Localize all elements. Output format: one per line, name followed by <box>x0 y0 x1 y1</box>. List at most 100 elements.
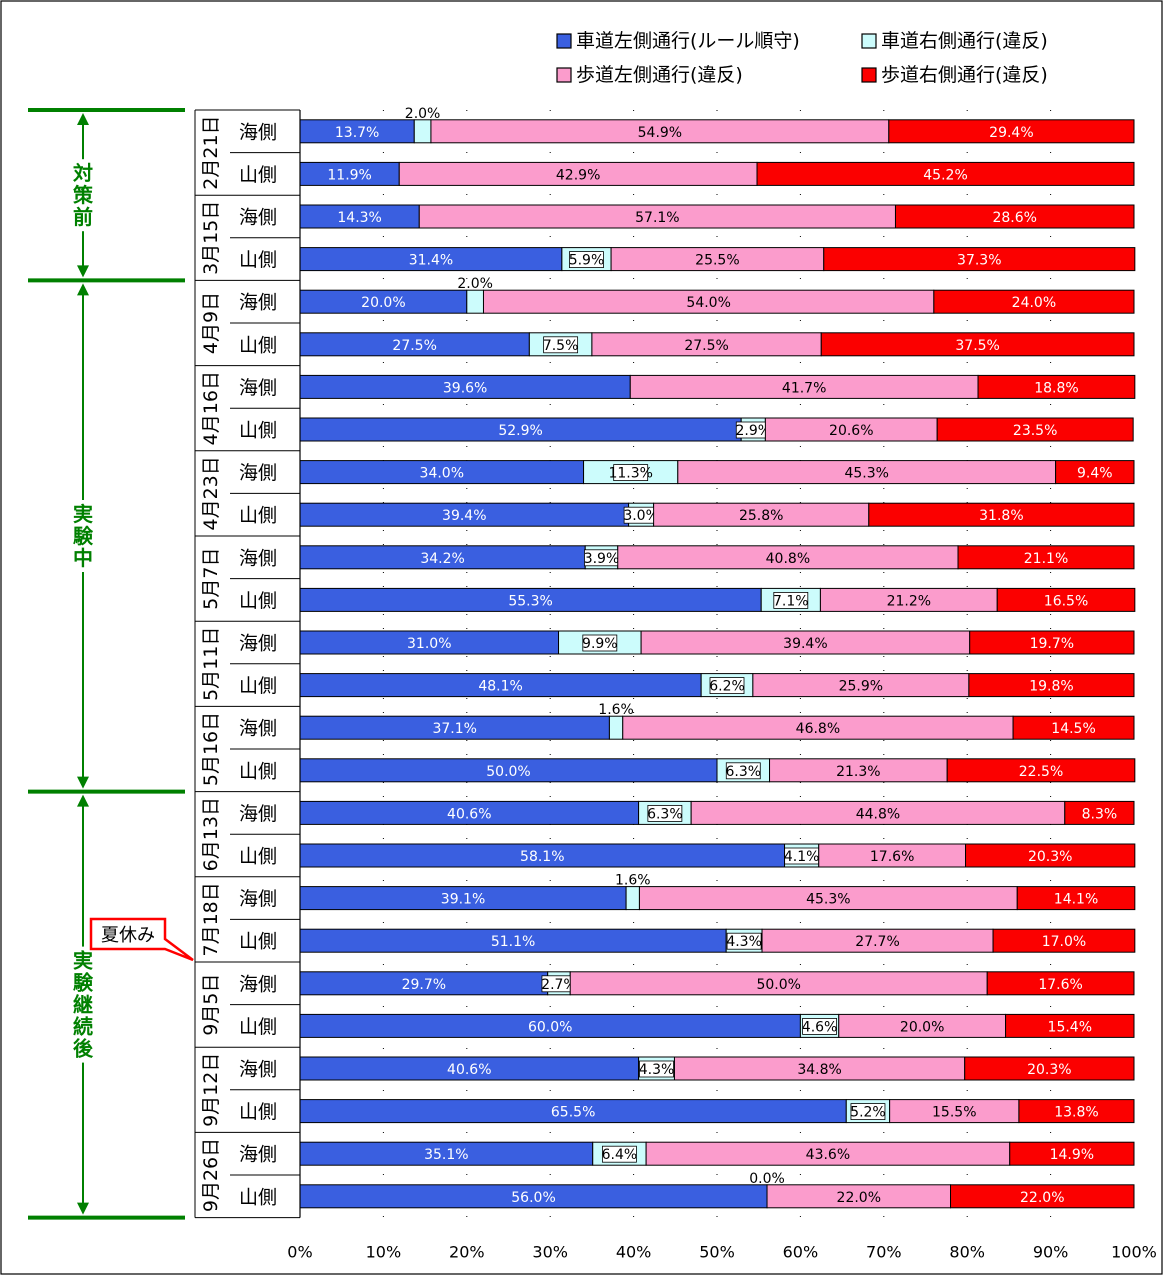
bar-segment <box>936 417 1134 442</box>
data-label: 2.0% <box>405 106 441 122</box>
x-tick-label: 80% <box>949 1243 985 1262</box>
data-label: 14.3% <box>337 210 381 226</box>
data-label: 41.7% <box>782 380 826 396</box>
side-label: 海側 <box>239 718 277 740</box>
data-label: 24.0% <box>1012 295 1056 311</box>
bar-segment <box>964 1056 1135 1081</box>
data-label: 37.3% <box>957 253 1001 269</box>
data-label: 39.4% <box>783 636 827 652</box>
legend: 車道左側通行(ルール順守) 車道右側通行(違反) 歩道左側通行(違反) 歩道右側通行(… <box>556 30 1048 86</box>
date-label: 7月18日 <box>200 882 222 956</box>
data-label: 14.5% <box>1051 721 1095 737</box>
x-tick-label: 10% <box>366 1243 402 1262</box>
date-label: 9月26日 <box>200 1138 222 1212</box>
data-label: 27.7% <box>855 934 899 950</box>
data-label: 20.6% <box>829 423 873 439</box>
period-label-char: 中 <box>73 546 93 570</box>
bar-segment <box>992 928 1136 953</box>
data-label-box <box>726 932 762 950</box>
data-label: 39.1% <box>441 892 485 908</box>
data-label: 54.0% <box>686 295 730 311</box>
side-label: 山側 <box>239 1101 277 1123</box>
period-arrow-head <box>77 265 89 278</box>
period-arrow-head <box>77 1202 89 1215</box>
x-tick-label: 90% <box>1033 1243 1069 1262</box>
data-label: 2.0% <box>457 276 493 292</box>
data-label: 22.0% <box>837 1190 881 1206</box>
data-label: 22.0% <box>1020 1190 1064 1206</box>
period-label-char: 策 <box>73 183 94 207</box>
data-label: 48.1% <box>478 679 522 695</box>
bar-segment <box>977 374 1136 399</box>
data-label-box <box>709 677 745 694</box>
data-label-box <box>602 1145 637 1163</box>
data-label: 40.6% <box>447 806 491 822</box>
data-label: 19.8% <box>1029 679 1073 695</box>
period-label-char: 継 <box>73 993 93 1017</box>
side-label: 海側 <box>239 633 277 655</box>
data-label-box <box>543 336 579 354</box>
bar-segment <box>950 1184 1135 1209</box>
data-label: 40.8% <box>766 551 810 567</box>
data-label: 9.4% <box>1077 466 1113 482</box>
bar-segment <box>1018 1099 1135 1124</box>
data-label: 58.1% <box>520 849 564 865</box>
data-label: 25.5% <box>695 253 739 269</box>
data-label: 2.7% <box>541 977 577 993</box>
bar-area: 13.7% 2.0% 54.9% 29.4% 11.9% 42.9% 45.2% 14.3% 5… <box>299 106 1136 1209</box>
side-label: 山側 <box>239 675 277 697</box>
period-arrow-head <box>77 794 89 807</box>
side-label: 海側 <box>239 1059 277 1081</box>
date-label: 6月13日 <box>200 797 222 871</box>
side-label: 海側 <box>239 803 277 825</box>
data-label: 37.1% <box>432 721 476 737</box>
data-label: 6.3% <box>725 764 761 780</box>
period-label-bg <box>70 159 96 232</box>
annotations: 夏休み <box>89 917 194 962</box>
data-label: 65.5% <box>551 1105 595 1121</box>
legend-label: 車道左側通行(ルール順守) <box>576 30 800 52</box>
bar-segment <box>894 204 1135 229</box>
data-label: 44.8% <box>856 806 900 822</box>
data-label: 5.2% <box>850 1105 886 1121</box>
data-label: 4.1% <box>784 849 820 865</box>
legend-swatch <box>861 33 877 49</box>
bar-segment <box>965 843 1136 868</box>
data-label: 31.8% <box>979 508 1023 524</box>
side-label: 山側 <box>239 334 277 356</box>
data-label: 20.3% <box>1028 849 1072 865</box>
data-label: 6.4% <box>602 1147 638 1163</box>
bar-segment <box>968 673 1135 698</box>
data-label: 13.7% <box>335 125 379 141</box>
bar-segment <box>946 758 1136 783</box>
data-label-box <box>802 1018 837 1035</box>
date-label: 5月11日 <box>200 627 222 701</box>
bar-segment <box>466 289 484 314</box>
data-label: 28.6% <box>992 210 1036 226</box>
data-label: 31.0% <box>407 636 451 652</box>
data-label: 2.9% <box>735 423 771 439</box>
date-label: 5月7日 <box>200 548 222 610</box>
side-label: 山側 <box>239 505 277 527</box>
data-label: 4.6% <box>802 1019 838 1035</box>
data-label-box <box>639 1060 674 1078</box>
category-axis: 海側山側海側山側海側山側海側山側海側山側海側山側海側山側海側山側海側山側海側山側… <box>194 109 301 1219</box>
period-label-char: 験 <box>73 524 94 548</box>
data-label: 9.9% <box>582 636 618 652</box>
side-label: 海側 <box>239 377 277 399</box>
bar-segment <box>868 502 1135 527</box>
side-label: 海側 <box>239 292 277 314</box>
data-label: 6.2% <box>709 679 745 695</box>
side-label: 山側 <box>239 1186 277 1208</box>
data-label: 20.3% <box>1027 1062 1071 1078</box>
bar-segment <box>823 247 1136 272</box>
x-tick-label: 100% <box>1111 1243 1157 1262</box>
x-tick-label: 50% <box>699 1243 735 1262</box>
date-label: 3月15日 <box>200 201 222 275</box>
data-label-box <box>569 251 604 269</box>
data-label: 8.3% <box>1082 806 1118 822</box>
data-label: 3.0% <box>623 508 659 524</box>
